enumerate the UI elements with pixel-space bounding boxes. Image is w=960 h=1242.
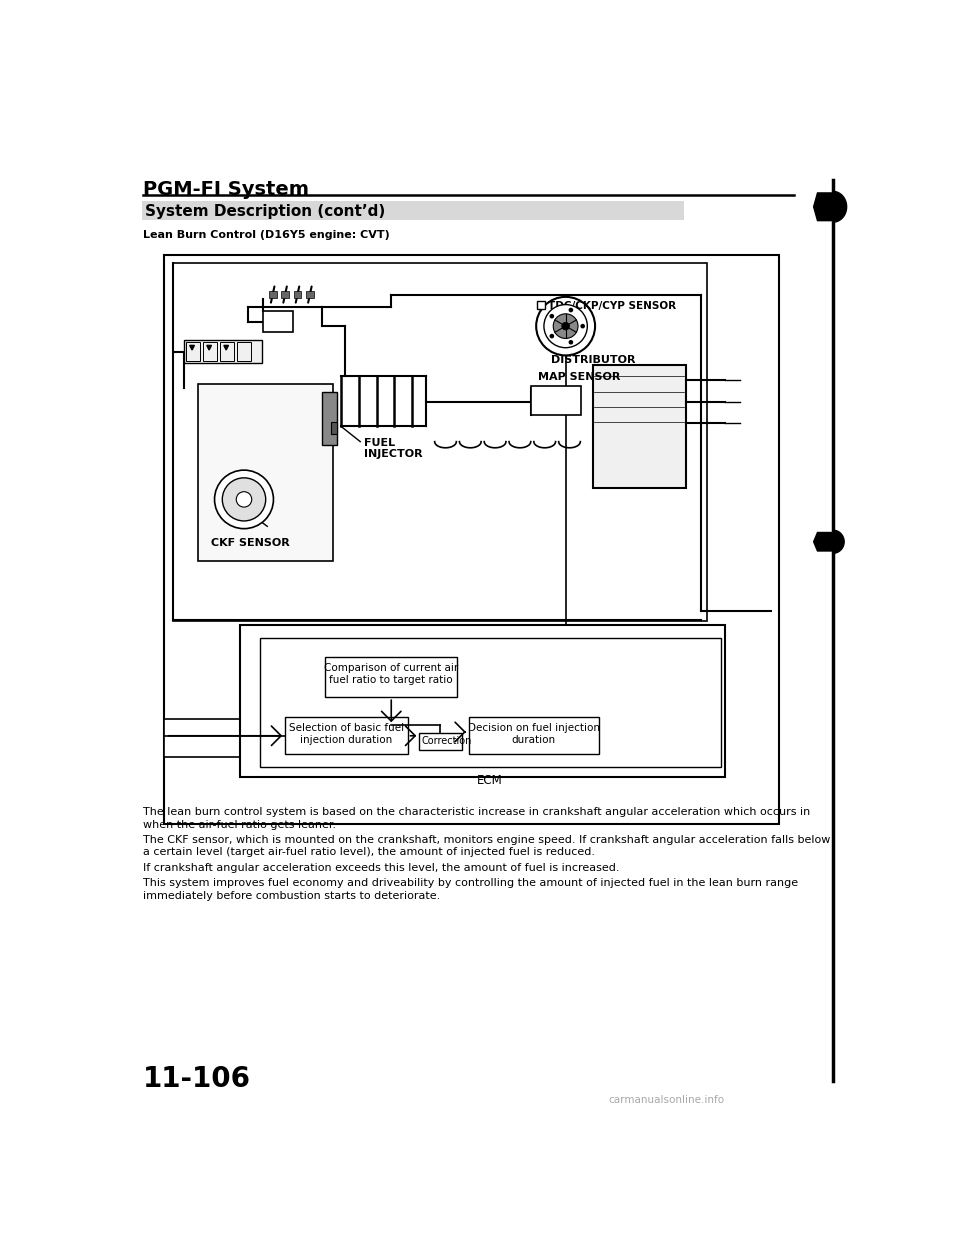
Polygon shape: [833, 191, 847, 222]
Bar: [269, 292, 276, 298]
Text: PGM-FI System: PGM-FI System: [143, 180, 309, 199]
Bar: [173, 263, 708, 621]
Text: DISTRIBUTOR: DISTRIBUTOR: [550, 355, 635, 365]
Polygon shape: [224, 345, 228, 350]
Bar: [468, 718, 599, 754]
Polygon shape: [206, 345, 211, 350]
Bar: [592, 365, 685, 488]
Text: Lean Burn Control (D16Y5 engine: CVT): Lean Burn Control (D16Y5 engine: CVT): [143, 230, 390, 240]
Circle shape: [236, 492, 252, 507]
Text: TDC/CKP/CYP SENSOR: TDC/CKP/CYP SENSOR: [548, 301, 676, 310]
Bar: [294, 292, 301, 298]
Text: The lean burn control system is based on the characteristic increase in cranksha: The lean burn control system is based on…: [143, 807, 810, 817]
Bar: [531, 386, 581, 416]
Circle shape: [549, 334, 554, 338]
Circle shape: [581, 324, 585, 328]
Circle shape: [537, 297, 595, 355]
Polygon shape: [814, 193, 833, 221]
Text: ECM: ECM: [477, 774, 502, 786]
Polygon shape: [833, 530, 844, 553]
Text: Comparison of current air
fuel ratio to target ratio: Comparison of current air fuel ratio to …: [324, 663, 458, 686]
Circle shape: [214, 471, 274, 529]
Text: MAP SENSOR: MAP SENSOR: [539, 371, 621, 381]
Bar: [164, 256, 779, 823]
Bar: [237, 343, 251, 360]
Text: If crankshaft angular acceleration exceeds this level, the amount of fuel is inc: If crankshaft angular acceleration excee…: [143, 863, 620, 873]
Bar: [537, 301, 545, 309]
Circle shape: [562, 322, 569, 330]
Bar: [285, 718, 408, 754]
Text: carmanualsonline.info: carmanualsonline.info: [609, 1094, 725, 1104]
Circle shape: [544, 304, 588, 348]
Bar: [281, 292, 289, 298]
Circle shape: [223, 478, 266, 520]
Bar: [164, 719, 242, 758]
Bar: [331, 422, 337, 433]
Text: when the air-fuel ratio gets leaner.: when the air-fuel ratio gets leaner.: [143, 820, 336, 830]
Bar: [186, 343, 200, 360]
Bar: [322, 391, 337, 446]
Text: 11-106: 11-106: [143, 1066, 252, 1093]
Bar: [184, 340, 262, 363]
Bar: [263, 310, 293, 333]
Polygon shape: [190, 345, 194, 350]
Bar: [142, 201, 684, 220]
Circle shape: [568, 340, 573, 344]
Bar: [259, 638, 721, 768]
Text: The CKF sensor, which is mounted on the crankshaft, monitors engine speed. If cr: The CKF sensor, which is mounted on the …: [143, 835, 830, 845]
Text: This system improves fuel economy and driveability by controlling the amount of : This system improves fuel economy and dr…: [143, 878, 799, 888]
Polygon shape: [814, 533, 833, 551]
Bar: [325, 657, 457, 697]
Bar: [220, 343, 234, 360]
Text: System Description (cont’d): System Description (cont’d): [145, 205, 385, 220]
Bar: [240, 625, 725, 777]
Text: Decision on fuel injection
duration: Decision on fuel injection duration: [468, 723, 600, 745]
Text: CKF SENSOR: CKF SENSOR: [211, 538, 290, 548]
Text: a certain level (target air-fuel ratio level), the amount of injected fuel is re: a certain level (target air-fuel ratio l…: [143, 847, 595, 857]
Circle shape: [568, 308, 573, 312]
Circle shape: [549, 314, 554, 318]
Bar: [420, 733, 462, 750]
Bar: [198, 384, 333, 561]
Text: FUEL
INJECTOR: FUEL INJECTOR: [364, 437, 422, 460]
Bar: [203, 343, 217, 360]
Circle shape: [553, 314, 578, 339]
Text: Selection of basic fuel
injection duration: Selection of basic fuel injection durati…: [289, 723, 404, 745]
Text: immediately before combustion starts to deteriorate.: immediately before combustion starts to …: [143, 891, 441, 900]
Bar: [306, 292, 314, 298]
Text: Correction: Correction: [421, 735, 472, 745]
